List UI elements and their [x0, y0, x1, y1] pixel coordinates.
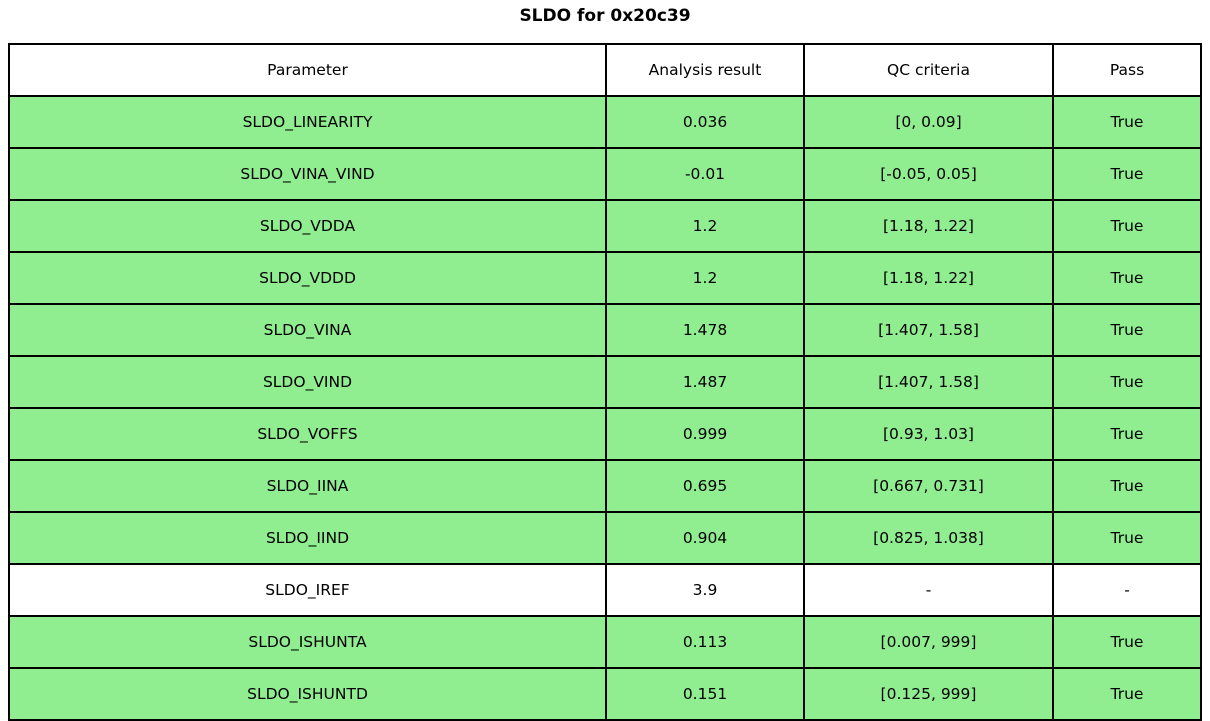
figure-title: SLDO for 0x20c39	[519, 6, 691, 26]
cell-analysis-result: 3.9	[605, 563, 805, 617]
cell-parameter: SLDO_VOFFS	[8, 407, 607, 461]
cell-analysis-result: 1.478	[605, 303, 805, 357]
table-row: SLDO_VOFFS 0.999 [0.93, 1.03] True	[8, 407, 1202, 461]
cell-parameter: SLDO_LINEARITY	[8, 95, 607, 149]
table-row: SLDO_VIND 1.487 [1.407, 1.58] True	[8, 355, 1202, 409]
cell-qc-criteria: [0.93, 1.03]	[803, 407, 1054, 461]
table-row: SLDO_ISHUNTD 0.151 [0.125, 999] True	[8, 667, 1202, 721]
cell-qc-criteria: [1.18, 1.22]	[803, 199, 1054, 253]
cell-analysis-result: 1.2	[605, 199, 805, 253]
cell-qc-criteria: [0.825, 1.038]	[803, 511, 1054, 565]
table-row: SLDO_VINA_VIND -0.01 [-0.05, 0.05] True	[8, 147, 1202, 201]
cell-qc-criteria: [1.407, 1.58]	[803, 355, 1054, 409]
cell-parameter: SLDO_VDDD	[8, 251, 607, 305]
cell-parameter: SLDO_ISHUNTD	[8, 667, 607, 721]
cell-pass: True	[1052, 667, 1202, 721]
cell-analysis-result: -0.01	[605, 147, 805, 201]
cell-parameter: SLDO_VDDA	[8, 199, 607, 253]
cell-analysis-result: 0.151	[605, 667, 805, 721]
col-header-qc-criteria: QC criteria	[803, 43, 1054, 97]
cell-parameter: SLDO_IIND	[8, 511, 607, 565]
table-row: SLDO_LINEARITY 0.036 [0, 0.09] True	[8, 95, 1202, 149]
cell-qc-criteria: [1.18, 1.22]	[803, 251, 1054, 305]
cell-analysis-result: 1.2	[605, 251, 805, 305]
cell-qc-criteria: [0, 0.09]	[803, 95, 1054, 149]
table-row: SLDO_ISHUNTA 0.113 [0.007, 999] True	[8, 615, 1202, 669]
header-row: Parameter Analysis result QC criteria Pa…	[8, 43, 1202, 97]
cell-parameter: SLDO_ISHUNTA	[8, 615, 607, 669]
cell-pass: True	[1052, 147, 1202, 201]
cell-analysis-result: 0.036	[605, 95, 805, 149]
cell-pass: True	[1052, 199, 1202, 253]
cell-analysis-result: 0.113	[605, 615, 805, 669]
cell-parameter: SLDO_VIND	[8, 355, 607, 409]
col-header-pass: Pass	[1052, 43, 1202, 97]
cell-pass: True	[1052, 251, 1202, 305]
cell-pass: True	[1052, 303, 1202, 357]
table-row: SLDO_IINA 0.695 [0.667, 0.731] True	[8, 459, 1202, 513]
cell-analysis-result: 0.904	[605, 511, 805, 565]
cell-pass: True	[1052, 615, 1202, 669]
table-row: SLDO_VDDD 1.2 [1.18, 1.22] True	[8, 251, 1202, 305]
col-header-analysis-result: Analysis result	[605, 43, 805, 97]
table-row: SLDO_VDDA 1.2 [1.18, 1.22] True	[8, 199, 1202, 253]
table-row: SLDO_IREF 3.9 - -	[8, 563, 1202, 617]
cell-qc-criteria: [-0.05, 0.05]	[803, 147, 1054, 201]
cell-analysis-result: 0.999	[605, 407, 805, 461]
cell-pass: True	[1052, 511, 1202, 565]
table-row: SLDO_IIND 0.904 [0.825, 1.038] True	[8, 511, 1202, 565]
qc-results-table: Parameter Analysis result QC criteria Pa…	[8, 43, 1202, 721]
cell-pass: -	[1052, 563, 1202, 617]
cell-pass: True	[1052, 355, 1202, 409]
col-header-parameter: Parameter	[8, 43, 607, 97]
cell-analysis-result: 1.487	[605, 355, 805, 409]
cell-pass: True	[1052, 459, 1202, 513]
cell-qc-criteria: -	[803, 563, 1054, 617]
cell-pass: True	[1052, 407, 1202, 461]
cell-qc-criteria: [0.007, 999]	[803, 615, 1054, 669]
table-row: SLDO_VINA 1.478 [1.407, 1.58] True	[8, 303, 1202, 357]
cell-pass: True	[1052, 95, 1202, 149]
cell-qc-criteria: [1.407, 1.58]	[803, 303, 1054, 357]
cell-qc-criteria: [0.667, 0.731]	[803, 459, 1054, 513]
cell-parameter: SLDO_VINA_VIND	[8, 147, 607, 201]
cell-parameter: SLDO_IINA	[8, 459, 607, 513]
cell-parameter: SLDO_IREF	[8, 563, 607, 617]
cell-analysis-result: 0.695	[605, 459, 805, 513]
cell-qc-criteria: [0.125, 999]	[803, 667, 1054, 721]
cell-parameter: SLDO_VINA	[8, 303, 607, 357]
